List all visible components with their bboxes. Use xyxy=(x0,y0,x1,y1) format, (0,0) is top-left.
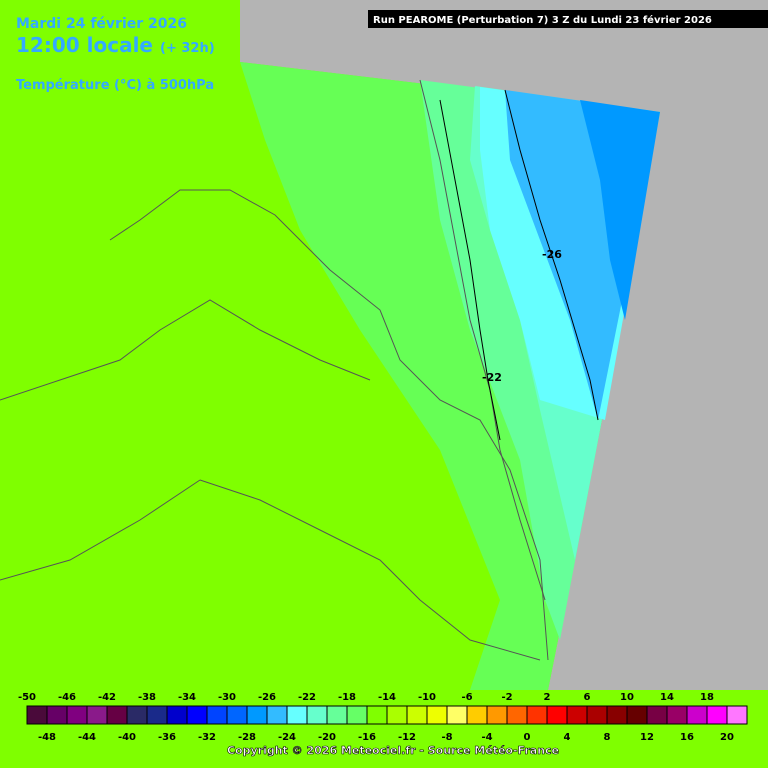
legend-tick-label: -24 xyxy=(278,732,296,743)
legend-swatch xyxy=(466,705,488,725)
legend-tick-label: -16 xyxy=(358,732,376,743)
legend-swatch xyxy=(366,705,388,725)
legend-tick-label: -20 xyxy=(318,732,336,743)
border-line xyxy=(419,79,546,601)
legend-swatch xyxy=(406,705,428,725)
legend-tick-label: -12 xyxy=(398,732,416,743)
contour-label: -26 xyxy=(542,248,562,261)
legend-swatch xyxy=(206,705,228,725)
legend-tick-label: -2 xyxy=(501,692,512,703)
legend-swatch xyxy=(146,705,168,725)
legend-swatch xyxy=(66,705,88,725)
legend-swatch xyxy=(726,705,748,725)
legend-swatch xyxy=(46,705,68,725)
legend-swatch xyxy=(186,705,208,725)
legend-swatch xyxy=(266,705,288,725)
border-line xyxy=(0,299,371,401)
legend-swatch xyxy=(26,705,48,725)
legend: -50-48-46-44-42-40-38-36-34-32-30-28-26-… xyxy=(18,692,748,743)
variable-label: Température (°C) à 500hPa xyxy=(16,78,214,93)
legend-tick-label: -46 xyxy=(58,692,76,703)
legend-tick-label: -10 xyxy=(418,692,436,703)
legend-swatch xyxy=(106,705,128,725)
legend-area xyxy=(0,690,768,768)
lead-label: (+ 32h) xyxy=(160,41,215,56)
legend-swatch xyxy=(326,705,348,725)
legend-swatch xyxy=(486,705,508,725)
run-label: Run PEAROME (Perturbation 7) 3 Z du Lund… xyxy=(373,14,712,26)
legend-swatch xyxy=(706,705,728,725)
legend-tick-label: -22 xyxy=(298,692,316,703)
legend-tick-label: -6 xyxy=(461,692,472,703)
legend-swatch xyxy=(346,705,368,725)
legend-tick-label: 16 xyxy=(680,732,694,743)
legend-swatch xyxy=(286,705,308,725)
legend-tick-label: 10 xyxy=(620,692,634,703)
legend-tick-label: -14 xyxy=(378,692,396,703)
legend-swatch xyxy=(306,705,328,725)
legend-tick-label: 12 xyxy=(640,732,654,743)
legend-swatch xyxy=(426,705,448,725)
legend-tick-label: -4 xyxy=(481,732,492,743)
date-label: Mardi 24 février 2026 xyxy=(16,16,187,32)
contour-label: -22 xyxy=(482,371,502,384)
legend-tick-label: -18 xyxy=(338,692,356,703)
legend-swatch xyxy=(246,705,268,725)
legend-swatch xyxy=(226,705,248,725)
band-28 xyxy=(580,100,660,320)
legend-tick-label: 8 xyxy=(604,732,611,743)
legend-swatch xyxy=(126,705,148,725)
borders xyxy=(0,79,549,661)
legend-swatch xyxy=(506,705,528,725)
legend-swatch xyxy=(626,705,648,725)
legend-tick-label: 14 xyxy=(660,692,674,703)
border-line xyxy=(0,479,201,581)
legend-swatch xyxy=(166,705,188,725)
legend-swatch xyxy=(606,705,628,725)
legend-swatch xyxy=(586,705,608,725)
legend-tick-label: 0 xyxy=(524,732,531,743)
legend-tick-label: -32 xyxy=(198,732,216,743)
legend-tick-label: 18 xyxy=(700,692,714,703)
legend-tick-label: -30 xyxy=(218,692,236,703)
legend-swatch xyxy=(546,705,568,725)
legend-swatch xyxy=(686,705,708,725)
legend-tick-label: -8 xyxy=(441,732,452,743)
legend-swatch xyxy=(446,705,468,725)
legend-tick-label: -26 xyxy=(258,692,276,703)
legend-tick-label: 4 xyxy=(564,732,571,743)
legend-tick-label: -34 xyxy=(178,692,196,703)
legend-swatch xyxy=(566,705,588,725)
legend-swatch xyxy=(526,705,548,725)
run-box xyxy=(368,10,768,28)
copyright: Copyright © 2026 Meteociel.fr - Source M… xyxy=(227,744,559,757)
legend-tick-label: -50 xyxy=(18,692,36,703)
legend-tick-label: -36 xyxy=(158,732,176,743)
legend-swatch xyxy=(386,705,408,725)
time-label: 12:00 locale xyxy=(16,33,153,57)
legend-tick-label: -28 xyxy=(238,732,256,743)
border-line xyxy=(109,189,549,661)
legend-tick-label: 2 xyxy=(544,692,551,703)
legend-tick-label: 6 xyxy=(584,692,591,703)
legend-swatch xyxy=(666,705,688,725)
legend-swatch xyxy=(86,705,108,725)
legend-tick-label: -40 xyxy=(118,732,136,743)
legend-tick-label: -44 xyxy=(78,732,96,743)
border-line xyxy=(199,479,541,661)
legend-tick-label: 20 xyxy=(720,732,734,743)
contour-line xyxy=(504,89,599,421)
legend-swatch xyxy=(646,705,668,725)
legend-tick-label: -38 xyxy=(138,692,156,703)
contour-line xyxy=(439,99,501,441)
legend-tick-label: -48 xyxy=(38,732,56,743)
legend-tick-label: -42 xyxy=(98,692,116,703)
